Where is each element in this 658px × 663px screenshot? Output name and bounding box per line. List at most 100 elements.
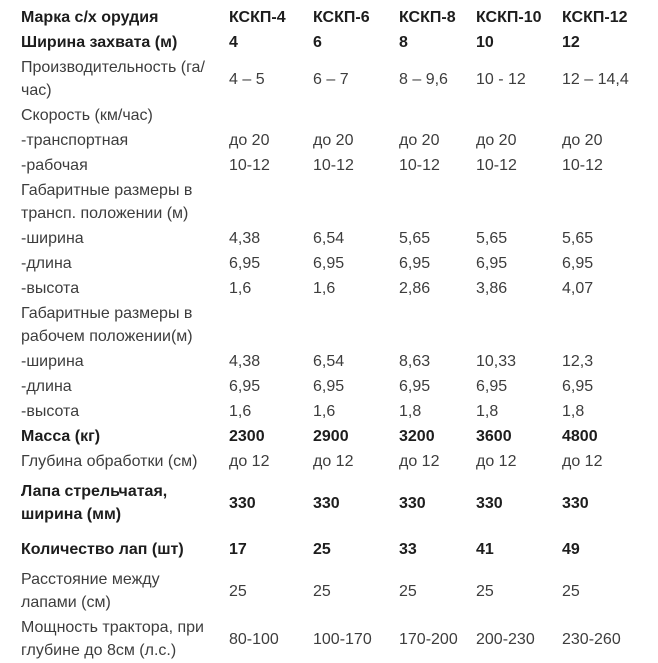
cell-value: до 20 <box>229 132 270 149</box>
row-label: -рабочая <box>21 157 88 174</box>
cell-value <box>313 178 399 226</box>
cell-value: 330 <box>313 494 340 512</box>
row-label: Марка с/х орудия <box>21 9 159 26</box>
cell-value <box>229 178 313 226</box>
cell-value: 1,8 <box>399 403 422 420</box>
cell-value: КСКП-8 <box>399 9 456 26</box>
row-label: -ширина <box>21 230 84 247</box>
cell-value: 4 <box>229 34 238 51</box>
cell-value: 1,6 <box>313 280 336 297</box>
table-row: -рабочая 10-12 10-12 10-12 10-12 10-12 <box>21 153 657 178</box>
table-row: Лапа стрельчатая, ширина (мм) 330 330 330 33… <box>21 474 657 532</box>
cell-value: 5,65 <box>399 230 431 247</box>
cell-value: 330 <box>229 494 256 512</box>
row-label: Производительность (га/час) <box>21 59 205 99</box>
cell-value: 10-12 <box>476 157 517 174</box>
table-row: Габаритные размеры в рабочем положении(м… <box>21 301 657 349</box>
cell-value: 4,38 <box>229 230 261 247</box>
row-label: Количество лап (шт) <box>21 541 184 558</box>
cell-value: до 12 <box>399 453 440 470</box>
cell-value: до 20 <box>562 132 603 149</box>
cell-value: 1,6 <box>229 280 252 297</box>
table-row: Глубина обработки (см) до 12 до 12 до 12 до … <box>21 449 657 474</box>
cell-value: 25 <box>229 582 247 600</box>
cell-value: 200-230 <box>476 630 535 648</box>
table-row: -транспортная до 20 до 20 до 20 до 20 до 20 <box>21 128 657 153</box>
cell-value <box>562 103 657 128</box>
cell-value: КСКП-6 <box>313 9 370 26</box>
cell-value <box>399 103 476 128</box>
row-label: -длина <box>21 378 72 395</box>
cell-value: 10,33 <box>476 353 517 370</box>
cell-value: 10-12 <box>313 157 354 174</box>
table-row: -ширина 4,38 6,54 5,65 5,65 5,65 <box>21 226 657 251</box>
cell-value: 25 <box>562 582 580 600</box>
cell-value: до 20 <box>313 132 354 149</box>
cell-value: 3600 <box>476 428 512 445</box>
cell-value: 330 <box>476 494 503 512</box>
table-row: Расстояние между лапами (см) 25 25 25 25 25 <box>21 567 657 615</box>
cell-value <box>562 178 657 226</box>
cell-value <box>229 301 313 349</box>
cell-value: 10 <box>476 34 494 51</box>
cell-value: до 12 <box>313 453 354 470</box>
row-label: Расстояние между лапами (см) <box>21 571 160 611</box>
cell-value: 6,95 <box>562 255 594 272</box>
row-label: Мощность трактора, при глубине до 8см (л… <box>21 619 204 659</box>
cell-value: до 12 <box>476 453 517 470</box>
cell-value: 2300 <box>229 428 265 445</box>
cell-value: 10-12 <box>229 157 270 174</box>
row-label: -высота <box>21 280 80 297</box>
cell-value: 1,8 <box>562 403 585 420</box>
table-row: -высота 1,6 1,6 1,8 1,8 1,8 <box>21 399 657 424</box>
table-row: -длина 6,95 6,95 6,95 6,95 6,95 <box>21 251 657 276</box>
cell-value: 10-12 <box>562 157 603 174</box>
cell-value: 5,65 <box>562 230 594 247</box>
cell-value <box>399 301 476 349</box>
cell-value: 49 <box>562 541 580 558</box>
cell-value: 12 <box>562 34 580 51</box>
cell-value <box>476 301 562 349</box>
cell-value <box>476 178 562 226</box>
cell-value: 4 – 5 <box>229 70 265 88</box>
cell-value: КСКП-4 <box>229 9 286 26</box>
cell-value: 5,65 <box>476 230 508 247</box>
cell-value: 3,86 <box>476 280 508 297</box>
specs-table: Марка с/х орудия КСКП-4 КСКП-6 КСКП-8 КСКП-1… <box>21 5 657 663</box>
table-row: -ширина 4,38 6,54 8,63 10,33 12,3 <box>21 349 657 374</box>
cell-value: 6,95 <box>399 255 431 272</box>
cell-value: 100-170 <box>313 630 372 648</box>
cell-value: 6,54 <box>313 230 345 247</box>
cell-value <box>229 103 313 128</box>
cell-value <box>562 301 657 349</box>
cell-value: 3200 <box>399 428 435 445</box>
cell-value: 2900 <box>313 428 349 445</box>
cell-value: 4800 <box>562 428 598 445</box>
cell-value: 6,95 <box>313 378 345 395</box>
cell-value: 41 <box>476 541 494 558</box>
cell-value: до 20 <box>476 132 517 149</box>
cell-value: 25 <box>476 582 494 600</box>
cell-value: до 12 <box>229 453 270 470</box>
cell-value: 8,63 <box>399 353 431 370</box>
table-row: Мощность трактора, при глубине до 8см (л… <box>21 615 657 663</box>
table-row: Производительность (га/час) 4 – 5 6 – 7 8 –… <box>21 55 657 103</box>
cell-value: 6,54 <box>313 353 345 370</box>
cell-value: 17 <box>229 541 247 558</box>
cell-value: 6,95 <box>562 378 594 395</box>
cell-value: до 12 <box>562 453 603 470</box>
row-label: Глубина обработки (см) <box>21 453 198 470</box>
cell-value: 8 – 9,6 <box>399 70 448 88</box>
cell-value: 4,07 <box>562 280 594 297</box>
cell-value: 80-100 <box>229 630 279 648</box>
table-row: Габаритные размеры в трансп. положении (… <box>21 178 657 226</box>
row-label: Габаритные размеры в рабочем положении(м… <box>21 305 193 345</box>
row-label: -высота <box>21 403 80 420</box>
cell-value: до 20 <box>399 132 440 149</box>
cell-value: 6,95 <box>313 255 345 272</box>
row-label: Скорость (км/час) <box>21 107 153 124</box>
row-label: -транспортная <box>21 132 129 149</box>
row-label: -ширина <box>21 353 84 370</box>
cell-value: 330 <box>562 494 589 512</box>
cell-value: 33 <box>399 541 417 558</box>
